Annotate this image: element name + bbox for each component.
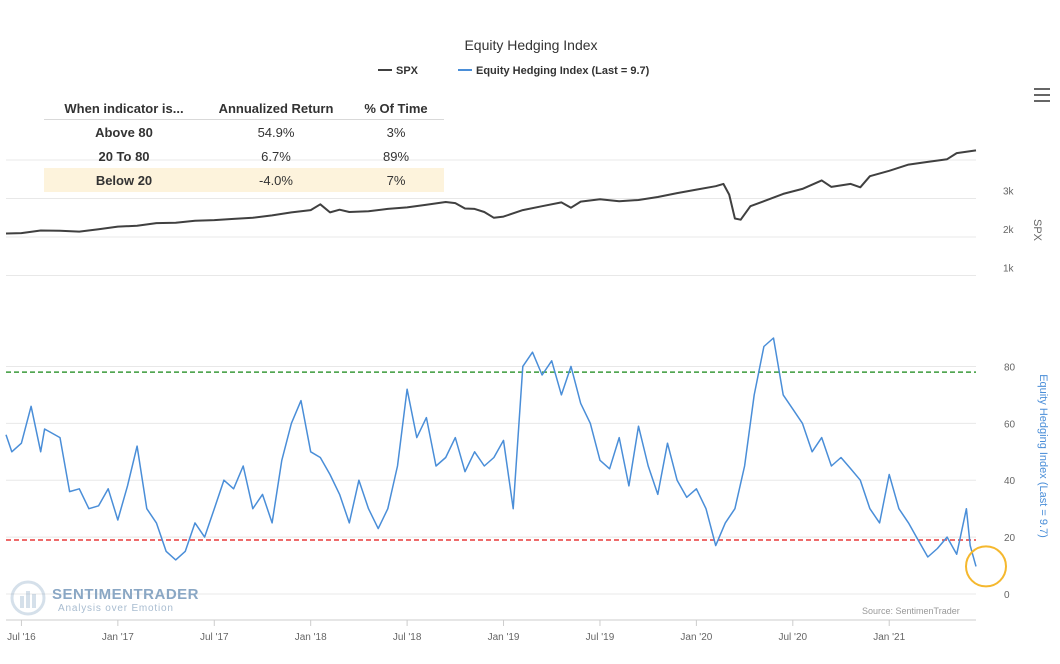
logo-name: SENTIMENTRADER	[52, 586, 200, 603]
spx-series-line[interactable]	[5, 149, 977, 235]
spx-tick-label: 3k	[1003, 187, 1015, 198]
legend-item[interactable]: Equity Hedging Index (Last = 9.7)	[476, 65, 650, 77]
ehi-tick-label: 20	[1004, 533, 1016, 544]
logo-tagline: Analysis over Emotion	[58, 603, 174, 614]
stats-row-below-20: Below 20 -4.0% 7%	[44, 168, 444, 192]
row-pct-time: 3%	[386, 124, 406, 140]
row-label: Above 80	[95, 124, 153, 140]
ehi-tick-label: 40	[1004, 476, 1016, 487]
chart-title: Equity Hedging Index	[464, 37, 597, 53]
last-value-highlight	[965, 545, 1007, 588]
row-label: Below 20	[44, 168, 204, 192]
sentimentrader-logo-icon	[10, 580, 46, 616]
row-pct-time: 89%	[382, 148, 410, 164]
ehi-tick-label: 0	[1004, 590, 1010, 601]
spx-axis-title: SPX	[1031, 219, 1043, 242]
ehi-tick-label: 60	[1004, 419, 1016, 430]
x-tick-label: Jul '19	[586, 632, 615, 643]
chart-menu-icon[interactable]	[1034, 88, 1050, 102]
header-condition: When indicator is...	[44, 98, 204, 120]
gridlines	[6, 159, 976, 621]
spx-tick-label: 2k	[1003, 225, 1015, 236]
x-tick-label: Jan '17	[102, 632, 134, 643]
header-annualized-return: Annualized Return	[204, 98, 348, 120]
stats-header-row: When indicator is... Annualized Return %…	[44, 98, 444, 120]
stats-row-above-80: Above 80 54.9% 3%	[44, 120, 444, 145]
x-tick-label: Jul '18	[393, 632, 422, 643]
x-axis: Jul '16 Jan '17 Jul '17 Jan '18 Jul '18 Jan '…	[7, 620, 906, 643]
stats-row-20-to-80: 20 To 80 6.7% 89%	[44, 144, 444, 168]
x-tick-label: Jul '17	[200, 632, 229, 643]
x-tick-label: Jan '19	[488, 632, 520, 643]
legend-item[interactable]: SPX	[396, 65, 419, 77]
ehi-tick-label: 80	[1004, 362, 1016, 373]
row-pct-time: 7%	[348, 168, 444, 192]
header-pct-time: % Of Time	[348, 98, 444, 120]
spx-tick-label: 1k	[1003, 264, 1015, 275]
x-tick-label: Jan '18	[295, 632, 327, 643]
x-tick-label: Jul '16	[7, 632, 36, 643]
series-group	[5, 149, 977, 567]
stats-table: When indicator is... Annualized Return %…	[44, 98, 444, 192]
reference-lines	[6, 371, 976, 541]
legend[interactable]: SPX Equity Hedging Index (Last = 9.7)	[378, 65, 650, 77]
ehi-axis-title: Equity Hedging Index (Last = 9.7)	[1037, 374, 1049, 538]
x-tick-label: Jul '20	[779, 632, 808, 643]
x-tick-label: Jan '20	[680, 632, 712, 643]
source-credit: Source: SentimenTrader	[862, 606, 960, 616]
row-annualized-return: -4.0%	[204, 168, 348, 192]
x-tick-label: Jan '21	[873, 632, 905, 643]
row-label: 20 To 80	[98, 148, 150, 164]
ehi-series-line[interactable]	[5, 337, 977, 567]
spx-axis: 1k 2k 3k	[1003, 187, 1015, 275]
row-annualized-return: 54.9%	[257, 124, 295, 140]
ehi-axis: 0 20 40 60 80	[1004, 362, 1016, 601]
row-annualized-return: 6.7%	[261, 148, 291, 164]
